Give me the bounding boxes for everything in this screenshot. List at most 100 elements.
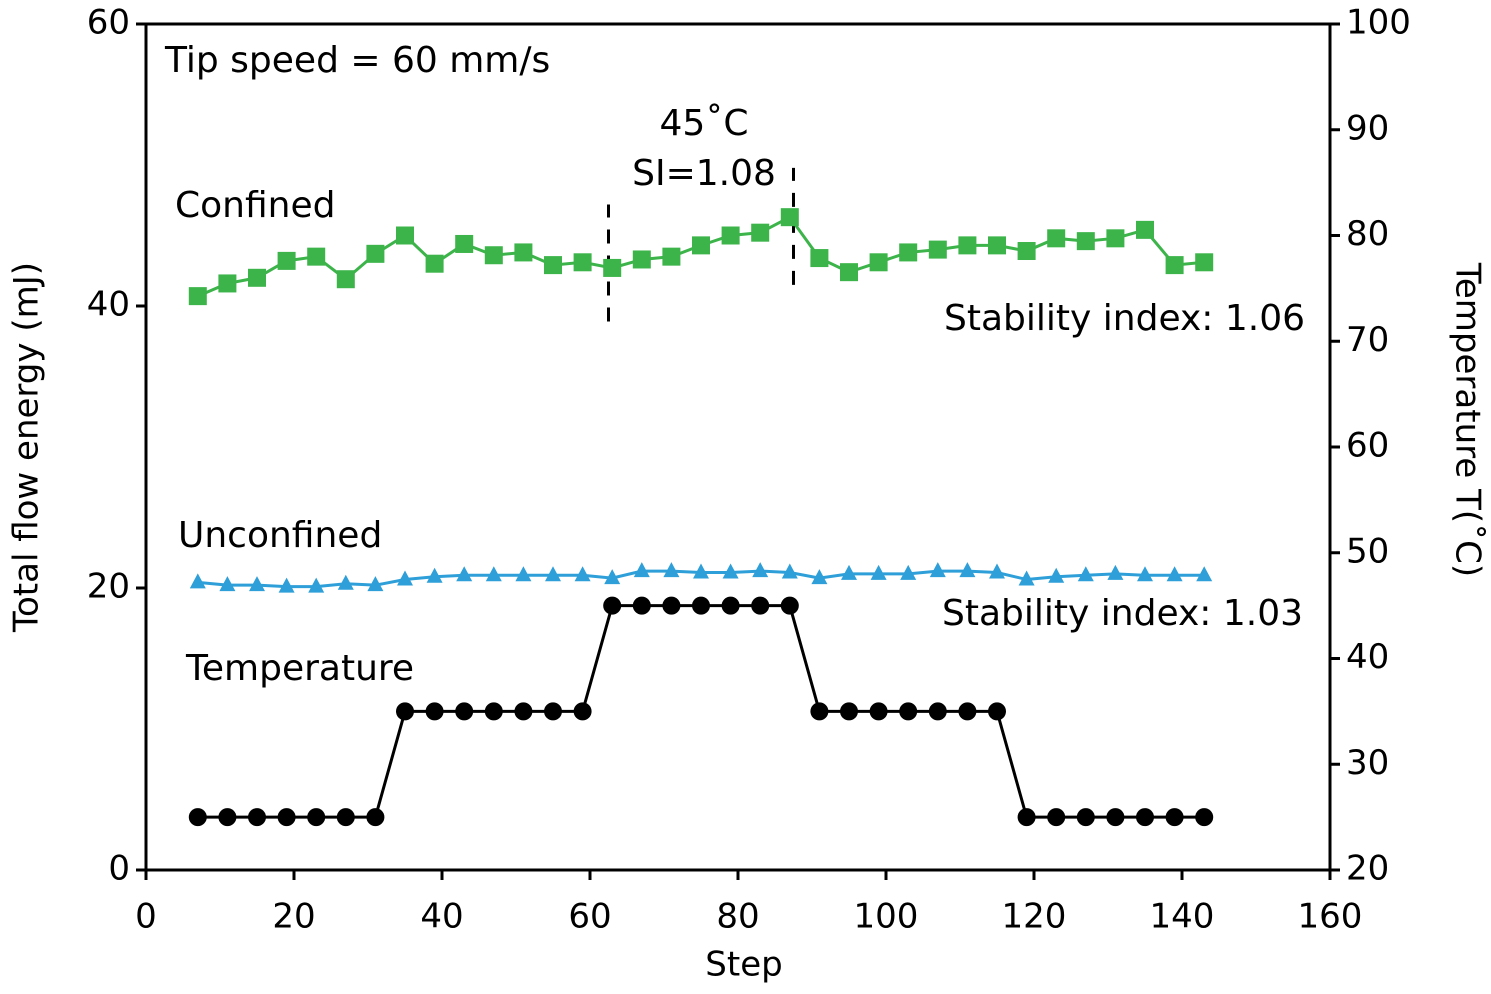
circle-marker <box>1047 808 1066 827</box>
square-marker <box>544 256 562 275</box>
x-tick-label: 160 <box>1298 897 1363 937</box>
y-tick-label: 0 <box>108 849 130 889</box>
triangle-marker <box>989 563 1005 579</box>
circle-marker <box>366 808 385 827</box>
circle-marker <box>810 702 829 721</box>
square-marker <box>218 274 237 293</box>
square-marker <box>396 226 414 245</box>
series-label: Temperature <box>185 648 414 689</box>
y2-axis-label: Temperature T(˚C) <box>1448 262 1488 577</box>
square-marker <box>188 287 207 306</box>
annotation: Tip speed = 60 mm/s <box>164 40 550 81</box>
triangle-marker <box>308 577 325 593</box>
x-tick-label: 120 <box>1002 897 1067 937</box>
triangle-marker <box>1077 566 1094 582</box>
square-marker <box>958 236 977 255</box>
series-label: Unconfined <box>178 515 382 556</box>
triangle-marker <box>189 573 206 589</box>
y-tick-label: 60 <box>87 3 130 43</box>
x-tick-label: 0 <box>135 897 157 937</box>
circle-marker <box>988 702 1006 721</box>
triangle-marker <box>456 566 473 582</box>
circle-marker <box>1017 808 1036 827</box>
y2-tick-label: 40 <box>1346 637 1389 677</box>
triangle-marker <box>900 564 917 580</box>
square-marker <box>336 270 355 289</box>
square-marker <box>1165 256 1184 275</box>
triangle-marker <box>574 566 591 582</box>
circle-marker <box>336 808 355 827</box>
triangle-marker <box>693 563 709 579</box>
triangle-marker <box>515 566 532 582</box>
circle-marker <box>455 702 474 721</box>
triangle-marker <box>604 569 621 585</box>
circle-marker <box>662 596 681 615</box>
triangle-marker <box>841 564 857 580</box>
triangle-marker <box>722 563 739 579</box>
triangle-marker <box>870 564 887 580</box>
triangle-marker <box>1166 566 1183 582</box>
square-marker <box>455 234 474 253</box>
square-marker <box>869 253 888 272</box>
x-tick-label: 140 <box>1150 897 1215 937</box>
triangle-marker <box>663 562 680 578</box>
y2-tick-label: 60 <box>1346 426 1389 466</box>
triangle-marker <box>752 562 769 578</box>
triangle-marker <box>633 562 650 578</box>
triangle-marker <box>811 569 828 585</box>
circle-marker <box>1106 808 1125 827</box>
circle-marker <box>396 702 414 721</box>
series-line <box>197 604 1205 819</box>
circle-marker <box>840 702 858 721</box>
triangle-marker <box>219 576 236 592</box>
square-marker <box>277 251 296 270</box>
circle-marker <box>632 596 651 615</box>
y2-tick-label: 50 <box>1346 531 1389 571</box>
x-tick-label: 20 <box>272 897 315 937</box>
circle-marker <box>751 596 770 615</box>
x-tick-label: 40 <box>420 897 463 937</box>
triangle-marker <box>1018 570 1035 586</box>
triangle-marker <box>781 563 798 579</box>
circle-marker <box>692 596 710 615</box>
y2-tick-label: 100 <box>1346 3 1411 43</box>
square-marker <box>1136 220 1154 239</box>
series-label: Confined <box>175 185 335 226</box>
square-marker <box>1195 253 1214 272</box>
circle-marker <box>248 808 266 827</box>
circle-marker <box>307 808 326 827</box>
circle-marker <box>603 596 622 615</box>
square-marker <box>514 243 533 262</box>
square-marker <box>307 247 326 266</box>
x-axis-label: Step <box>705 945 782 985</box>
x-tick-label: 80 <box>716 897 759 937</box>
triangle-marker <box>1107 564 1124 580</box>
circle-marker <box>218 808 237 827</box>
square-marker <box>810 249 829 268</box>
circle-marker <box>899 702 918 721</box>
triangle-marker <box>929 562 946 578</box>
circle-marker <box>869 702 888 721</box>
annotation: Stability index: 1.03 <box>942 593 1303 634</box>
triangle-marker <box>426 567 443 583</box>
circle-marker <box>928 702 947 721</box>
triangle-marker <box>278 577 295 593</box>
circle-marker <box>277 808 296 827</box>
circle-marker <box>484 702 503 721</box>
circle-marker <box>188 808 207 827</box>
triangle-marker <box>485 566 502 582</box>
square-marker <box>573 253 592 272</box>
annotation: Stability index: 1.06 <box>944 298 1305 339</box>
annotation: 45˚C <box>660 103 749 144</box>
triangle-marker <box>1048 567 1065 583</box>
triangle-marker <box>397 570 413 586</box>
circle-marker <box>544 702 562 721</box>
y-axis-label: Total flow energy (mJ) <box>7 262 47 633</box>
y-tick-label: 40 <box>87 285 130 325</box>
triangle-marker <box>337 574 354 590</box>
square-marker <box>425 254 444 273</box>
annotation: SI=1.08 <box>632 153 776 194</box>
plot-frame <box>144 22 1332 872</box>
square-marker <box>928 240 947 259</box>
